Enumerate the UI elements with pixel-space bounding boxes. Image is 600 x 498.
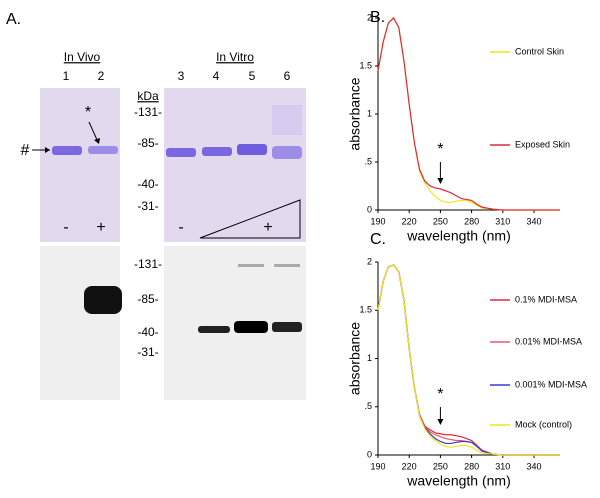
annotation-arrow-head: [437, 419, 444, 425]
panel-label: A.: [6, 11, 21, 28]
kda-label: kDa: [137, 89, 159, 103]
band: [238, 264, 264, 267]
star: *: [85, 104, 91, 121]
y-tick-label: 2: [367, 12, 372, 22]
marker: -40-: [137, 325, 158, 339]
hash: #: [21, 142, 30, 159]
x-tick-label: 220: [402, 216, 417, 226]
marker: -40-: [137, 177, 158, 191]
band: [272, 322, 302, 332]
lane-number: 2: [98, 69, 105, 83]
marker: -31-: [137, 199, 158, 213]
band: [237, 144, 267, 155]
sign: -: [178, 219, 183, 236]
annotation: *: [437, 141, 443, 158]
band: [52, 146, 82, 155]
band: [88, 146, 118, 154]
group-label: In Vitro: [216, 50, 254, 64]
x-tick-label: 220: [402, 461, 417, 471]
x-axis-label: wavelength (nm): [406, 473, 511, 489]
y-tick-label: 0: [367, 449, 372, 459]
y-tick-label: 1.5: [359, 60, 372, 70]
arrow-head: [94, 138, 100, 144]
y-tick-label: .5: [364, 401, 372, 411]
band: [202, 147, 232, 156]
sign: +: [96, 219, 105, 236]
band: [166, 148, 196, 157]
y-axis-label: absorbance: [347, 322, 363, 395]
band: [234, 321, 268, 333]
y-axis-label: absorbance: [347, 77, 363, 150]
lane-number: 1: [63, 69, 70, 83]
band: [84, 286, 122, 314]
marker: -131-: [134, 105, 162, 119]
sign: -: [63, 219, 68, 236]
x-tick-label: 250: [433, 216, 448, 226]
legend-label: Mock (control): [515, 419, 572, 429]
legend-label: 0.01% MDI-MSA: [515, 336, 582, 346]
y-tick-label: 1.5: [359, 305, 372, 315]
marker: -85-: [137, 136, 158, 150]
x-tick-label: 340: [526, 216, 541, 226]
group-label: In Vivo: [64, 50, 101, 64]
x-tick-label: 310: [495, 461, 510, 471]
y-tick-label: .5: [364, 156, 372, 166]
gradient-triangle: [199, 199, 301, 239]
y-tick-label: 0: [367, 204, 372, 214]
panel-label: C.: [370, 231, 386, 248]
series-line: [377, 264, 560, 456]
lane-number: 6: [284, 69, 291, 83]
series-line: [377, 17, 560, 211]
x-tick-label: 310: [495, 216, 510, 226]
lane-number: 5: [249, 69, 256, 83]
annotation: *: [437, 386, 443, 403]
band: [274, 264, 300, 267]
x-tick-label: 280: [464, 461, 479, 471]
x-tick-label: 190: [370, 216, 385, 226]
legend-label: Control Skin: [515, 46, 564, 56]
marker: -31-: [137, 345, 158, 359]
lane-number: 4: [213, 69, 220, 83]
marker: -85-: [137, 292, 158, 306]
blot: [40, 246, 120, 400]
y-tick-label: 1: [367, 353, 372, 363]
marker: -131-: [134, 257, 162, 271]
sign: +: [263, 219, 272, 236]
lane-number: 3: [178, 69, 185, 83]
x-tick-label: 190: [370, 461, 385, 471]
x-tick-label: 280: [464, 216, 479, 226]
legend-label: 0.1% MDI-MSA: [515, 294, 577, 304]
legend-label: Exposed Skin: [515, 139, 570, 149]
gel: [40, 88, 120, 242]
y-tick-label: 2: [367, 256, 372, 266]
band: [272, 146, 302, 159]
y-tick-label: 1: [367, 108, 372, 118]
annotation-arrow-head: [437, 178, 444, 184]
smear: [272, 105, 302, 135]
arrow-head: [45, 147, 50, 153]
x-tick-label: 250: [433, 461, 448, 471]
x-tick-label: 340: [526, 461, 541, 471]
arrow: [88, 121, 99, 143]
legend-label: 0.001% MDI-MSA: [515, 379, 587, 389]
band: [198, 326, 230, 333]
x-axis-label: wavelength (nm): [406, 228, 511, 244]
